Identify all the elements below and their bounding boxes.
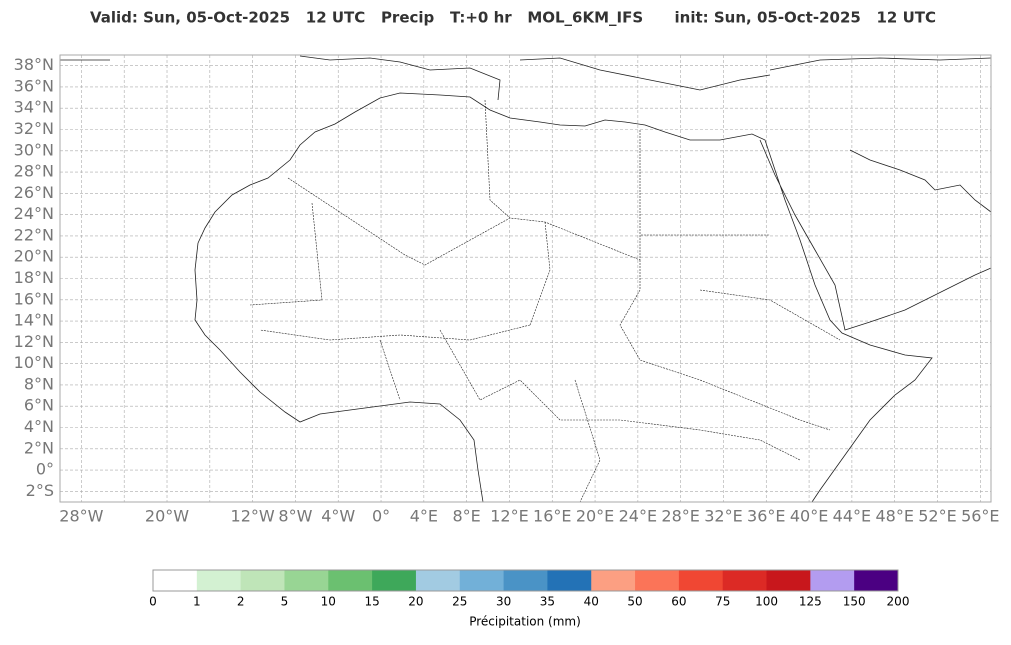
- y-tick-label: 38°N: [14, 55, 54, 74]
- y-tick-label: 20°N: [14, 247, 54, 266]
- colorbar: 0 1 2 5 10 15 20 25 30 35 40 50 60 75 100 125 150 200: [149, 569, 910, 609]
- y-tick-label: 30°N: [14, 140, 54, 159]
- x-tick-label: 48°E: [875, 507, 913, 526]
- colorbar-tick-label: 40: [584, 595, 599, 609]
- colorbar-tick-label: 125: [799, 595, 822, 609]
- colorbar-tick-label: 60: [671, 595, 686, 609]
- x-tick-label: 36°E: [747, 507, 785, 526]
- y-tick-label: 4°N: [24, 417, 54, 436]
- y-tick-label: 32°N: [14, 119, 54, 138]
- y-tick-label: 22°N: [14, 225, 54, 244]
- coastline: [60, 55, 992, 503]
- grid: [60, 55, 991, 502]
- colorbar-segment: [153, 570, 198, 591]
- colorbar-tick-label: 100: [755, 595, 778, 609]
- colorbar-tick-label: 15: [364, 595, 379, 609]
- colorbar-tick-label: 35: [540, 595, 555, 609]
- colorbar-tick-label: 1: [193, 595, 201, 609]
- y-tick-label: 2°N: [24, 438, 54, 457]
- colorbar-segment: [503, 570, 548, 591]
- colorbar-segment: [372, 570, 417, 591]
- y-tick-label: 8°N: [24, 374, 54, 393]
- y-tick-label: 34°N: [14, 98, 54, 117]
- x-tick-label: 4°W: [321, 507, 355, 526]
- x-tick-label: 20°E: [576, 507, 614, 526]
- colorbar-tick-label: 30: [496, 595, 511, 609]
- colorbar-tick-label: 150: [843, 595, 866, 609]
- colorbar-segment: [678, 570, 724, 591]
- colorbar-tick-label: 10: [321, 595, 336, 609]
- colorbar-label: Précipitation (mm): [469, 615, 581, 629]
- colorbar-segment: [196, 570, 242, 591]
- colorbar-segment: [722, 570, 768, 591]
- title: Valid: Sun, 05-Oct-2025 12 UTC Precip T:…: [90, 9, 936, 27]
- colorbar-tick-label: 0: [149, 595, 157, 609]
- colorbar-frame: [152, 569, 899, 592]
- x-tick-label: 8°W: [278, 507, 312, 526]
- colorbar-tick-label: 5: [281, 595, 289, 609]
- y-tick-label: 14°N: [14, 311, 54, 330]
- x-tick-label: 28°E: [661, 507, 699, 526]
- x-tick-label: 8°E: [452, 507, 480, 526]
- colorbar-segment: [854, 570, 899, 591]
- y-tick-label: 6°N: [24, 396, 54, 415]
- colorbar-segment: [766, 570, 811, 591]
- colorbar-tick-label: 50: [627, 595, 642, 609]
- colorbar-tick-label: 20: [408, 595, 423, 609]
- coastlines: [60, 55, 992, 503]
- colorbar-segment: [240, 570, 285, 591]
- colorbar-segment: [635, 570, 680, 591]
- map-frame: [59, 54, 992, 503]
- x-tick-label: 4°E: [410, 507, 438, 526]
- x-tick-label: 12°W: [231, 507, 275, 526]
- colorbar-segment: [547, 570, 592, 591]
- colorbar-segment: [415, 570, 461, 591]
- x-tick-label: 52°E: [918, 507, 956, 526]
- y-tick-label: 16°N: [14, 289, 54, 308]
- x-tick-label: 32°E: [704, 507, 742, 526]
- x-tick-label: 56°E: [961, 507, 999, 526]
- colorbar-segment: [328, 570, 373, 591]
- colorbar-segment: [459, 570, 505, 591]
- x-tick-label: 24°E: [619, 507, 657, 526]
- x-tick-label: 0°: [372, 507, 390, 526]
- y-tick-label: 28°N: [14, 162, 54, 181]
- y-tick-label: 36°N: [14, 76, 54, 95]
- border: [249, 99, 841, 503]
- colorbar-tick-label: 25: [452, 595, 467, 609]
- colorbar-tick-label: 2: [237, 595, 245, 609]
- x-tick-label: 28°W: [59, 507, 103, 526]
- y-tick-label: 0°: [36, 460, 54, 479]
- colorbar-tick-label: 200: [887, 595, 910, 609]
- y-tick-label: 10°N: [14, 353, 54, 372]
- colorbar-segment: [284, 570, 329, 591]
- colorbar-segment: [591, 570, 636, 591]
- y-tick-label: 18°N: [14, 268, 54, 287]
- colorbar-segment: [810, 570, 855, 591]
- x-tick-label: 16°E: [533, 507, 571, 526]
- y-tick-label: 24°N: [14, 204, 54, 223]
- x-tick-label: 12°E: [490, 507, 528, 526]
- x-tick-label: 20°W: [145, 507, 189, 526]
- y-tick-label: 26°N: [14, 183, 54, 202]
- y-tick-label: 2°S: [26, 481, 54, 500]
- x-tick-label: 44°E: [833, 507, 871, 526]
- x-tick-label: 40°E: [790, 507, 828, 526]
- colorbar-tick-label: 75: [715, 595, 730, 609]
- y-tick-label: 12°N: [14, 332, 54, 351]
